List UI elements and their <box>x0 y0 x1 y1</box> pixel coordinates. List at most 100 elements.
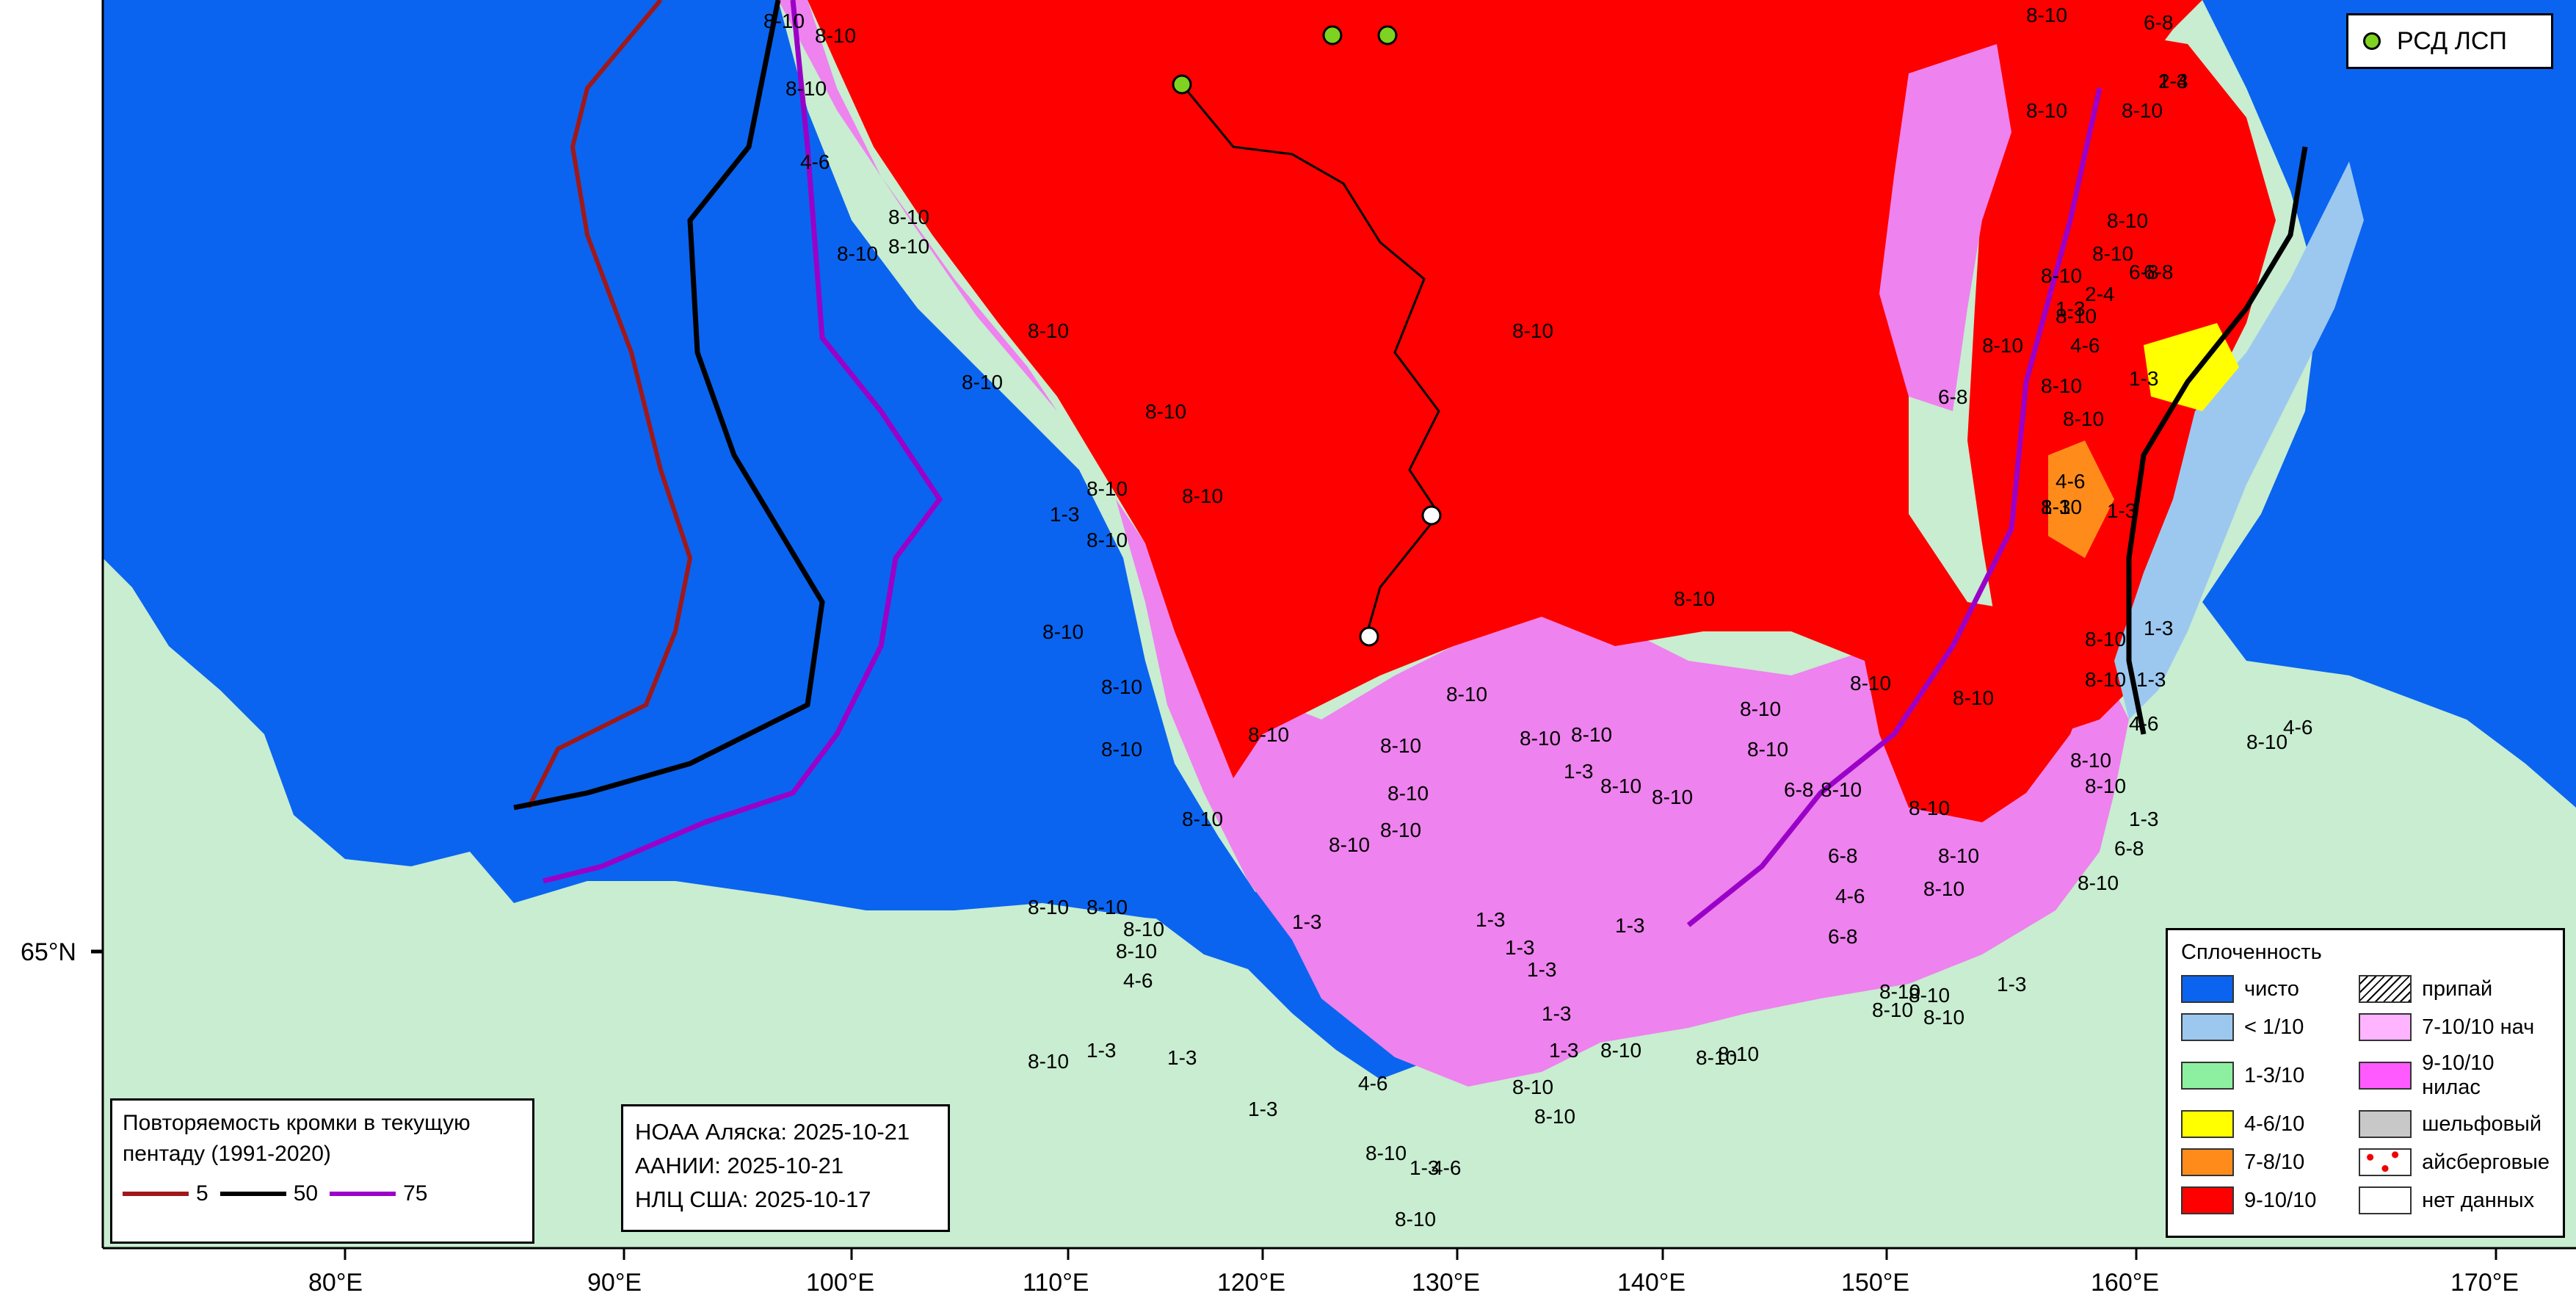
map-label: 1-3 <box>1248 1098 1277 1120</box>
map-label: 4-6 <box>1432 1156 1461 1179</box>
map-label: 8-10 <box>1982 334 2023 357</box>
drift-point-2 <box>1359 626 1379 647</box>
lat-tick-65: 65°N <box>21 938 76 966</box>
map-label: 1-3 <box>1527 958 1556 981</box>
map-label: 4-6 <box>2056 470 2085 493</box>
lon-tick-160: 160°E <box>2091 1269 2159 1297</box>
rsd-station-1 <box>1172 74 1192 95</box>
source-aari: ААНИИ: 2025-10-21 <box>635 1153 844 1178</box>
lon-tick-110: 110°E <box>1023 1269 1089 1297</box>
map-label: 8-10 <box>786 77 827 100</box>
map-label: 8-10 <box>1101 675 1142 698</box>
map-label: 8-10 <box>1042 620 1084 643</box>
legend-swatch <box>2359 1148 2412 1176</box>
map-label: 8-10 <box>2070 749 2111 772</box>
legend-swatch <box>2181 1062 2234 1090</box>
map-label: 8-10 <box>1740 697 1781 720</box>
ice-light-blue-strait <box>2114 162 2364 720</box>
open-water-kara-laptev <box>103 0 1263 925</box>
legend-swatch <box>2181 1186 2234 1214</box>
map-label: 1-3 <box>1167 1046 1197 1069</box>
lon-tick-80: 80°E <box>308 1269 363 1297</box>
map-label: 6-8 <box>1828 925 1857 948</box>
map-label: 8-10 <box>888 206 929 228</box>
map-label: 8-10 <box>2122 99 2163 122</box>
legend-swatch <box>2181 1148 2234 1176</box>
rsd-station-2 <box>1322 25 1343 46</box>
map-label: 8-10 <box>1652 786 1693 808</box>
map-label: 6-8 <box>1784 778 1813 801</box>
rsd-legend-label: РСД ЛСП <box>2397 26 2507 55</box>
map-label: 1-3 <box>1505 936 1534 959</box>
rsd-station-3 <box>1377 25 1398 46</box>
map-label: 8-10 <box>2085 775 2126 797</box>
map-label: 1-3 <box>1050 503 1079 526</box>
map-label: 8-10 <box>1365 1142 1407 1164</box>
legend-item-no-data: нет данных <box>2359 1186 2550 1214</box>
map-label: 6-8 <box>2144 261 2173 283</box>
concentration-legend-title: Сплоченность <box>2181 941 2322 964</box>
legend-item-4-6-10: 4-6/10 <box>2181 1110 2350 1138</box>
legend-swatch <box>2359 1110 2412 1138</box>
map-label: 1-3 <box>1564 760 1593 783</box>
rsd-legend: РСД ЛСП <box>2346 13 2553 69</box>
edge-75-swatch <box>330 1192 396 1196</box>
ice-pack-9-10 <box>808 0 2202 822</box>
lon-tick-170: 170°E <box>2450 1269 2519 1297</box>
edge-5-swatch <box>123 1192 189 1196</box>
map-label: 8-10 <box>2063 407 2104 430</box>
map-label: 1-3 <box>1542 1002 1571 1025</box>
map-label: 8-10 <box>1923 1006 1964 1029</box>
map-label: 8-10 <box>1182 485 1223 507</box>
edge-line-50-east <box>2126 146 2308 735</box>
map-label: 8-10 <box>1145 400 1186 423</box>
map-label: 8-10 <box>1879 980 1920 1003</box>
map-label: 8-10 <box>1086 529 1128 551</box>
legend-item-fast-ice: припай <box>2359 975 2550 1003</box>
map-label: 8-10 <box>1116 940 1157 963</box>
map-label: 1-3 <box>2107 499 2136 522</box>
legend-item-7-8-10: 7-8/10 <box>2181 1148 2350 1176</box>
ice-pack-9-10-east <box>1967 29 2276 734</box>
legend-swatch <box>2181 1110 2234 1138</box>
map-label: 8-10 <box>763 10 805 32</box>
map-label: 1-3 <box>2144 617 2173 639</box>
map-label: 8-10 <box>1872 999 1913 1021</box>
source-nic: НЛЦ США: 2025-10-17 <box>635 1186 871 1212</box>
map-label: 1-3 <box>2129 367 2158 390</box>
map-label: 8-10 <box>2041 374 2082 397</box>
lon-tick-90: 90°E <box>587 1269 642 1297</box>
map-label: 1-3 <box>1549 1039 1578 1062</box>
map-label: 1-3 <box>1615 914 1644 937</box>
map-label: 8-10 <box>1534 1105 1575 1128</box>
map-label: 8-10 <box>1329 833 1370 856</box>
legend-item-nilas: 9-10/10 нилас <box>2359 1051 2550 1100</box>
source-noaa: НОАА Аляска: 2025-10-21 <box>635 1119 910 1145</box>
map-label: 1-3 <box>1409 1156 1439 1179</box>
edge-50-swatch <box>219 1192 286 1196</box>
map-label: 8-10 <box>1380 734 1421 757</box>
map-label: 8-10 <box>1248 723 1289 746</box>
map-label: 1-3 <box>1086 1039 1116 1062</box>
map-label: 8-10 <box>837 242 878 265</box>
edge-line-5 <box>526 0 693 809</box>
map-label: 4-6 <box>800 151 830 173</box>
lon-tick-120: 120°E <box>1217 1269 1285 1297</box>
legend-swatch <box>2181 975 2234 1003</box>
map-label: 1-3 <box>2041 496 2070 518</box>
map-label: 4-6 <box>1358 1072 1387 1095</box>
map-label: 2-4 <box>2158 70 2188 93</box>
map-label: 8-10 <box>1821 778 1862 801</box>
map-label: 4-6 <box>2070 334 2100 357</box>
legend-item-icebergs: айсберговые <box>2359 1148 2550 1176</box>
map-label: 8-10 <box>2092 242 2133 265</box>
map-label: 8-10 <box>2085 628 2126 650</box>
map-label: 8-10 <box>2107 209 2148 232</box>
map-label: 4-6 <box>2129 712 2158 735</box>
map-label: 1-3 <box>1292 910 1321 933</box>
map-label: 1-3 <box>2158 70 2188 93</box>
map-label: 8-10 <box>1028 896 1069 918</box>
drift-track <box>1180 84 1440 639</box>
map-label: 8-10 <box>1938 844 1979 867</box>
